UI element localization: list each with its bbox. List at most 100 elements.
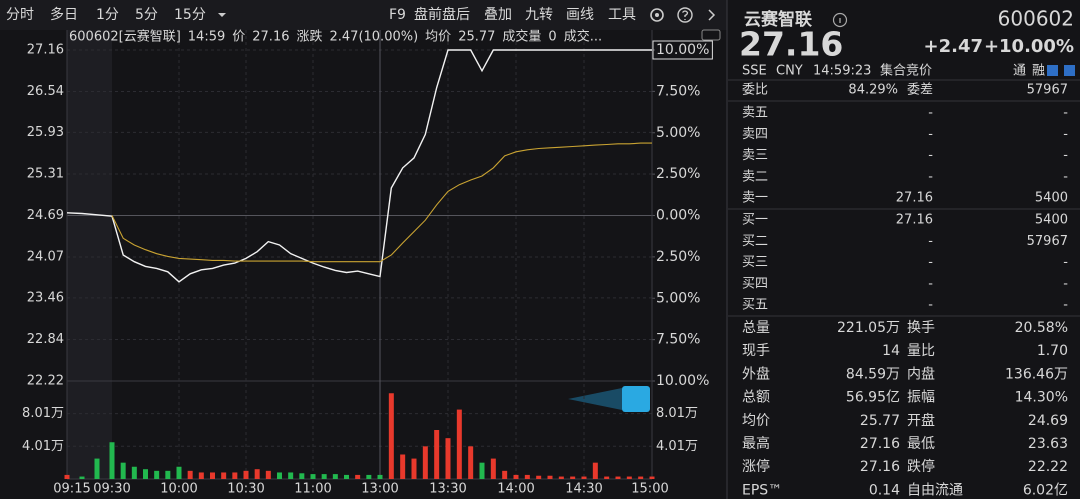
stat-label: 总量	[742, 320, 770, 336]
toolbar-tab[interactable]: 1分	[96, 7, 119, 23]
volume-bar	[592, 462, 598, 479]
toolbar-button[interactable]: F9	[389, 7, 406, 23]
next-icon[interactable]	[708, 9, 716, 21]
toolbar-button[interactable]: 盘前盘后	[414, 6, 470, 23]
stat-value: 27.16	[860, 436, 900, 452]
order-volume: -	[1063, 148, 1068, 163]
dropdown-icon[interactable]	[218, 13, 226, 17]
volume-bar	[210, 472, 215, 479]
order-volume: -	[1063, 106, 1068, 121]
volume-bar	[456, 409, 462, 479]
volume-bar	[355, 474, 361, 479]
volume-bar	[131, 466, 137, 479]
volume-bar	[626, 476, 632, 479]
volume-bar	[254, 469, 260, 479]
stat-value: 221.05万	[837, 320, 900, 336]
volume-bar	[570, 476, 576, 479]
price-line	[111, 142, 652, 263]
volume-bar	[232, 472, 238, 479]
toolbar-button[interactable]: 工具	[608, 7, 636, 23]
price-change-pct: +10.00%	[984, 36, 1074, 57]
y-tick-label: 22.84	[27, 332, 64, 347]
info-text: 涨跌	[296, 29, 322, 45]
order-volume: -	[1063, 276, 1068, 291]
volume-bar	[604, 476, 610, 479]
volume-bar	[310, 474, 316, 479]
info-text: 价	[232, 30, 245, 45]
quote-meta: SSE	[742, 64, 767, 79]
current-highlight	[652, 40, 713, 60]
volume-bar	[649, 476, 655, 479]
info-text: 2.47(10.00%)	[330, 30, 419, 45]
stat-value: 84.59万	[846, 366, 900, 382]
order-price: -	[928, 106, 933, 121]
price-line	[66, 49, 652, 283]
order-label: 卖四	[742, 127, 768, 142]
quote-meta: 集合竞价	[880, 63, 932, 79]
order-price: -	[928, 255, 933, 270]
order-price: -	[928, 234, 933, 249]
info-text: 14:59	[188, 30, 225, 45]
order-label: 买五	[742, 298, 768, 313]
order-price: -	[928, 169, 933, 184]
quote-meta: CNY	[776, 64, 803, 79]
volume-bar	[536, 475, 542, 479]
order-label: 买一	[742, 213, 768, 228]
ratio-label: 委差	[907, 83, 933, 98]
order-price: 27.16	[896, 191, 933, 206]
toolbar-tab[interactable]: 15分	[174, 7, 206, 23]
stat-label: 最低	[907, 436, 935, 452]
volume-bar	[434, 430, 440, 479]
stat-value: 56.95亿	[846, 390, 900, 406]
volume-bar	[154, 470, 160, 479]
toolbar-button[interactable]: 叠加	[484, 7, 512, 23]
volume-bar	[547, 475, 553, 479]
volume-bar	[176, 466, 182, 479]
info-text: 成交量	[502, 29, 541, 45]
x-tick-label: 11:00	[294, 482, 331, 497]
y-tick-label: 25.93	[27, 125, 64, 140]
x-tick-label: 14:30	[565, 482, 602, 497]
toolbar-tab[interactable]: 分时	[6, 7, 34, 23]
settings-icon[interactable]	[650, 8, 664, 22]
toolbar-button[interactable]: 画线	[566, 7, 594, 23]
volume-bar	[299, 473, 305, 479]
toolbar-bar	[0, 0, 727, 30]
x-tick-label: 10:30	[227, 482, 264, 497]
x-tick-label: 14:00	[497, 482, 534, 497]
order-label: 买三	[742, 255, 768, 270]
volume-bar	[638, 476, 644, 479]
toolbar-tab[interactable]: 多日	[50, 6, 78, 23]
quote-badge: 通	[1013, 64, 1026, 79]
quote-badge: 融	[1032, 64, 1045, 79]
collapse-widget[interactable]	[622, 386, 650, 412]
toolbar-tab[interactable]: 5分	[135, 7, 158, 23]
ratio-value: 57967	[1027, 83, 1068, 98]
volume-bar	[243, 470, 249, 479]
info-icon[interactable]	[832, 12, 848, 28]
toolbar-button[interactable]: 九转	[525, 7, 553, 23]
volume-bar	[502, 470, 508, 479]
volume-bar	[221, 472, 227, 479]
volume-bar	[321, 474, 327, 479]
volume-bar	[411, 458, 417, 479]
info-text: 成交...	[564, 29, 602, 45]
order-label: 卖五	[742, 106, 768, 121]
y-tick-label: 27.16	[27, 43, 64, 58]
order-price: -	[928, 276, 933, 291]
order-volume: -	[1063, 169, 1068, 184]
stat-label: EPS™	[742, 482, 782, 498]
help-icon[interactable]	[677, 7, 693, 23]
panel-icon[interactable]	[1064, 65, 1075, 76]
volume-bar	[288, 472, 294, 479]
volume-bar	[120, 462, 126, 479]
volume-bar	[64, 474, 70, 479]
order-label: 买二	[742, 234, 768, 249]
stat-label: 跌停	[907, 458, 935, 475]
y-tick-label: 26.54	[27, 84, 64, 99]
order-volume: -	[1063, 255, 1068, 270]
stat-label: 量比	[907, 343, 935, 359]
volume-bar	[400, 454, 406, 479]
panel-icon[interactable]	[1047, 65, 1058, 76]
